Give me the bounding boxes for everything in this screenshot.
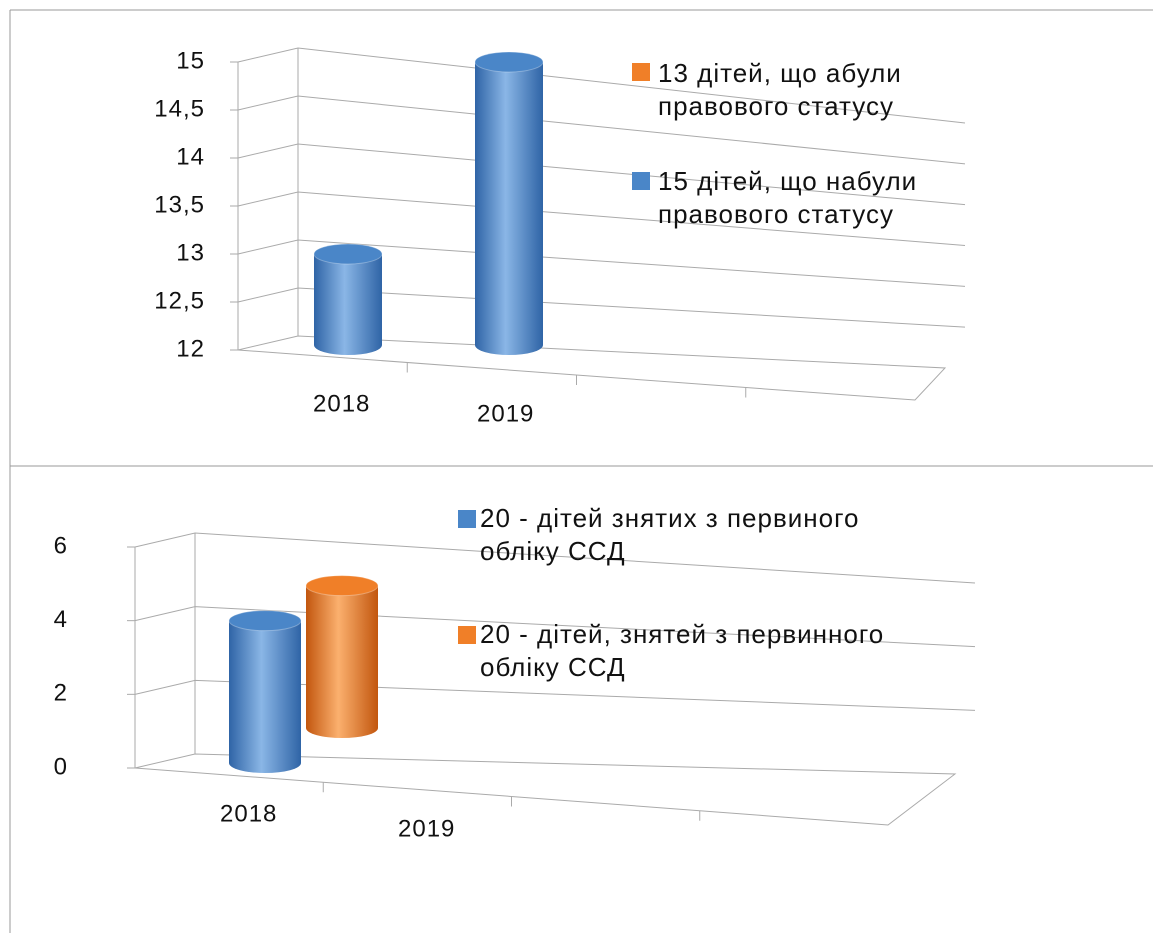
- x-tick-label: 2018: [220, 800, 277, 827]
- bar: [475, 62, 543, 355]
- grid-line: [134, 532, 976, 584]
- bar-top: [228, 610, 302, 632]
- grid-line: [237, 47, 966, 124]
- grid-line: [237, 95, 966, 165]
- y-tick-label: 12: [176, 335, 205, 362]
- y-tick-label: 6: [54, 532, 68, 559]
- y-tick-label: 14,5: [154, 95, 205, 122]
- legend-label: 13 дітей, що абули правового статусу: [658, 58, 902, 121]
- grid-line: [134, 606, 976, 648]
- y-tick-label: 2: [54, 680, 68, 707]
- bar: [314, 254, 382, 355]
- y-tick-label: 13,5: [154, 191, 205, 218]
- x-tick-label: 2019: [477, 400, 534, 427]
- bar-top: [305, 575, 379, 597]
- bar-top: [474, 51, 544, 73]
- y-tick-label: 0: [54, 753, 68, 780]
- legend-swatch: [458, 510, 476, 528]
- x-tick-label: 2019: [398, 815, 455, 842]
- x-tick-label: 2018: [313, 390, 370, 417]
- y-tick-label: 4: [54, 606, 68, 633]
- legend-swatch: [632, 63, 650, 81]
- y-tick-label: 12,5: [154, 287, 205, 314]
- legend-swatch: [632, 172, 650, 190]
- y-tick-label: 14: [176, 143, 205, 170]
- legend-label: 15 дітей, що набули правового статусу: [658, 166, 918, 229]
- floor: [134, 753, 957, 826]
- legend-label: 20 - дітей, знятей з первинного обліку С…: [480, 619, 885, 682]
- grid-line: [237, 239, 966, 287]
- grid-line: [237, 287, 966, 328]
- y-tick-label: 13: [176, 239, 205, 266]
- legend-label: 20 - дітей знятих з первиного обліку ССД: [480, 503, 860, 566]
- floor: [237, 335, 947, 401]
- grid-line: [237, 143, 966, 206]
- grid-line: [237, 191, 966, 246]
- bar: [306, 585, 378, 738]
- grid-line: [134, 679, 976, 711]
- bar: [229, 620, 301, 773]
- bar-top: [313, 243, 383, 265]
- legend-swatch: [458, 626, 476, 644]
- y-tick-label: 15: [176, 47, 205, 74]
